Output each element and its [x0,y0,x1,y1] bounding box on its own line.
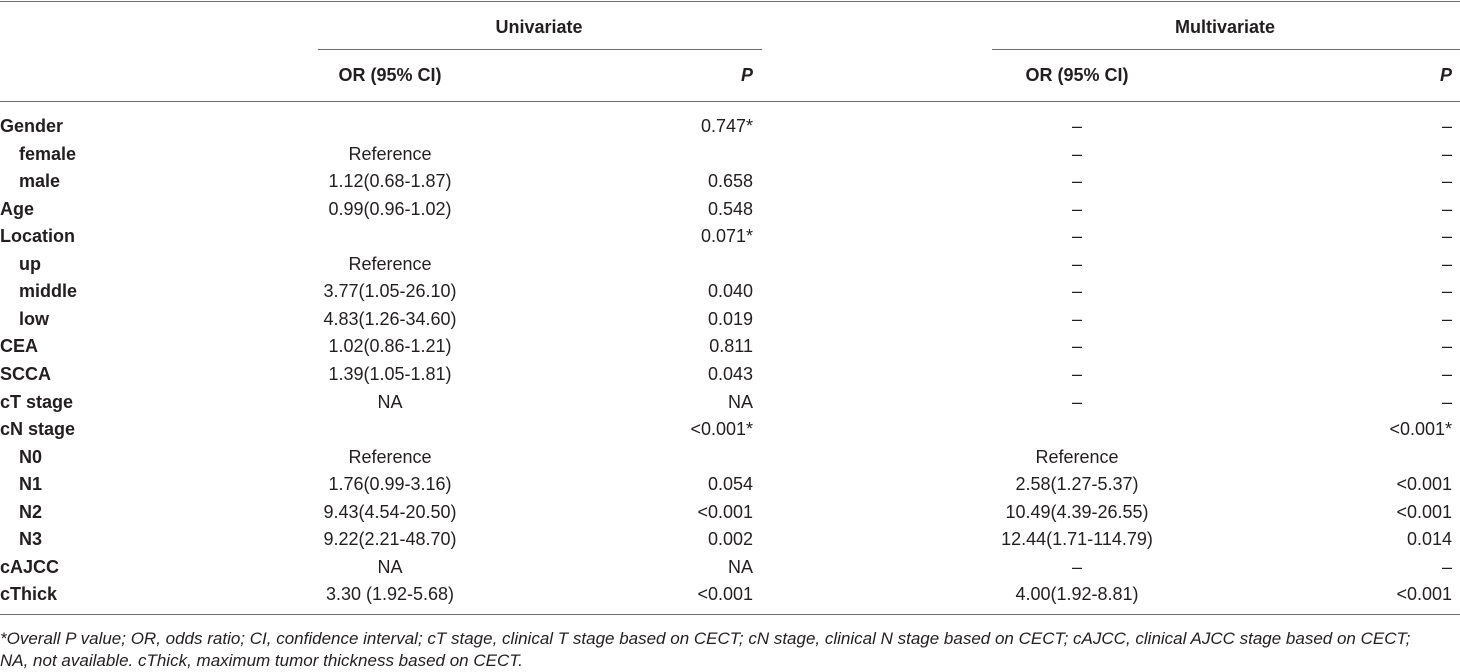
cell-or-univariate: 3.77(1.05-26.10) [323,281,457,301]
row-label: SCCA [0,364,52,384]
top-rule [0,1,1460,2]
row-label: up [19,254,41,274]
cell-or-univariate: Reference [348,144,432,164]
row-label: N1 [19,474,43,494]
cell-or-multivariate: 10.49(4.39-26.55) [1005,502,1149,522]
cell-p-multivariate: – [1441,336,1452,356]
row-label: N2 [19,502,43,522]
multivariate-underline [992,49,1460,50]
cell-p-univariate: <0.001 [697,584,753,604]
cell-p-univariate: <0.001 [697,502,753,522]
row-label: cT stage [0,392,74,412]
cell-or-multivariate: – [1071,226,1083,246]
header-univariate: Univariate [495,17,583,37]
cell-p-multivariate: – [1441,309,1452,329]
cell-p-multivariate: – [1441,171,1452,191]
cell-or-multivariate: – [1071,144,1083,164]
cell-or-univariate: NA [377,557,403,577]
cell-p-multivariate: <0.001 [1396,474,1452,494]
cell-or-multivariate: – [1071,199,1083,219]
cell-p-multivariate: <0.001 [1396,502,1452,522]
cell-p-univariate: 0.043 [707,364,753,384]
header-p-multivariate: P [1439,65,1452,85]
cell-or-univariate: NA [377,392,403,412]
cell-or-univariate: 4.83(1.26-34.60) [323,309,457,329]
row-label: cThick [0,584,58,604]
row-label: cN stage [0,419,76,439]
cell-or-multivariate: 2.58(1.27-5.37) [1015,474,1139,494]
cell-or-multivariate: 12.44(1.71-114.79) [1001,529,1153,549]
header-multivariate: Multivariate [1174,17,1276,37]
cell-p-univariate: 0.054 [707,474,753,494]
cell-or-univariate: Reference [348,447,432,467]
row-label: male [19,171,61,191]
cell-or-multivariate: – [1071,281,1083,301]
cell-p-univariate: <0.001* [690,419,753,439]
cell-p-multivariate: – [1441,364,1452,384]
cell-or-multivariate: – [1071,116,1083,136]
cell-or-univariate: 0.99(0.96-1.02) [328,199,452,219]
cell-p-univariate: 0.019 [707,309,753,329]
cell-or-multivariate: – [1071,392,1083,412]
row-label: Gender [0,116,64,136]
cell-p-multivariate: – [1441,199,1452,219]
cell-or-univariate: 3.30 (1.92-5.68) [325,584,455,604]
row-label: N0 [19,447,43,467]
cell-p-univariate: 0.002 [707,529,753,549]
cell-p-univariate: NA [727,557,753,577]
cell-p-multivariate: – [1441,254,1452,274]
cell-p-multivariate: 0.014 [1406,529,1452,549]
cell-p-univariate: 0.658 [707,171,753,191]
cell-p-univariate: 0.811 [709,336,753,356]
cell-or-univariate: 1.12(0.68-1.87) [328,171,452,191]
cell-or-univariate: 1.02(0.86-1.21) [328,336,452,356]
header-p-univariate: P [740,65,753,85]
row-label: CEA [0,336,39,356]
cell-p-multivariate: – [1441,226,1452,246]
row-label: cAJCC [0,557,60,577]
cell-p-multivariate: <0.001 [1396,584,1452,604]
cell-or-univariate: Reference [348,254,432,274]
row-label: Age [0,199,35,219]
cell-p-univariate: 0.040 [707,281,753,301]
univariate-underline [318,49,762,50]
row-label: N3 [19,529,43,549]
header-or-univariate: OR (95% CI) [338,65,442,85]
footnote-line-1: *Overall P value; OR, odds ratio; CI, co… [0,629,1411,648]
cell-p-multivariate: – [1441,116,1452,136]
cell-p-univariate: 0.747* [700,116,753,136]
cell-or-multivariate: 4.00(1.92-8.81) [1015,584,1139,604]
cell-p-multivariate: – [1441,392,1452,412]
cell-p-univariate: NA [727,392,753,412]
cell-or-multivariate: – [1071,254,1083,274]
row-label: Location [0,226,75,246]
cell-or-univariate: 9.43(4.54-20.50) [323,502,457,522]
cell-or-multivariate: – [1071,336,1083,356]
cell-or-multivariate: – [1071,364,1083,384]
cell-p-multivariate: <0.001* [1389,419,1452,439]
row-label: low [19,309,49,329]
row-label: female [19,144,77,164]
header-or-multivariate: OR (95% CI) [1025,65,1129,85]
cell-p-univariate: 0.548 [707,199,753,219]
cell-p-multivariate: – [1441,144,1452,164]
cell-or-multivariate: – [1071,309,1083,329]
bottom-rule [0,614,1460,615]
cell-or-multivariate: Reference [1035,447,1119,467]
row-label: middle [19,281,78,301]
cell-or-univariate: 1.39(1.05-1.81) [328,364,452,384]
header-rule [0,101,1460,102]
cell-p-univariate: 0.071* [700,226,753,246]
cell-or-univariate: 1.76(0.99-3.16) [328,474,452,494]
footnote: *Overall P value; OR, odds ratio; CI, co… [0,628,1460,672]
cell-or-univariate: 9.22(2.21-48.70) [323,529,457,549]
cell-p-multivariate: – [1441,557,1452,577]
cell-p-multivariate: – [1441,281,1452,301]
cell-or-multivariate: – [1071,557,1083,577]
footnote-line-2: NA, not available. cThick, maximum tumor… [0,651,523,670]
cell-or-multivariate: – [1071,171,1083,191]
